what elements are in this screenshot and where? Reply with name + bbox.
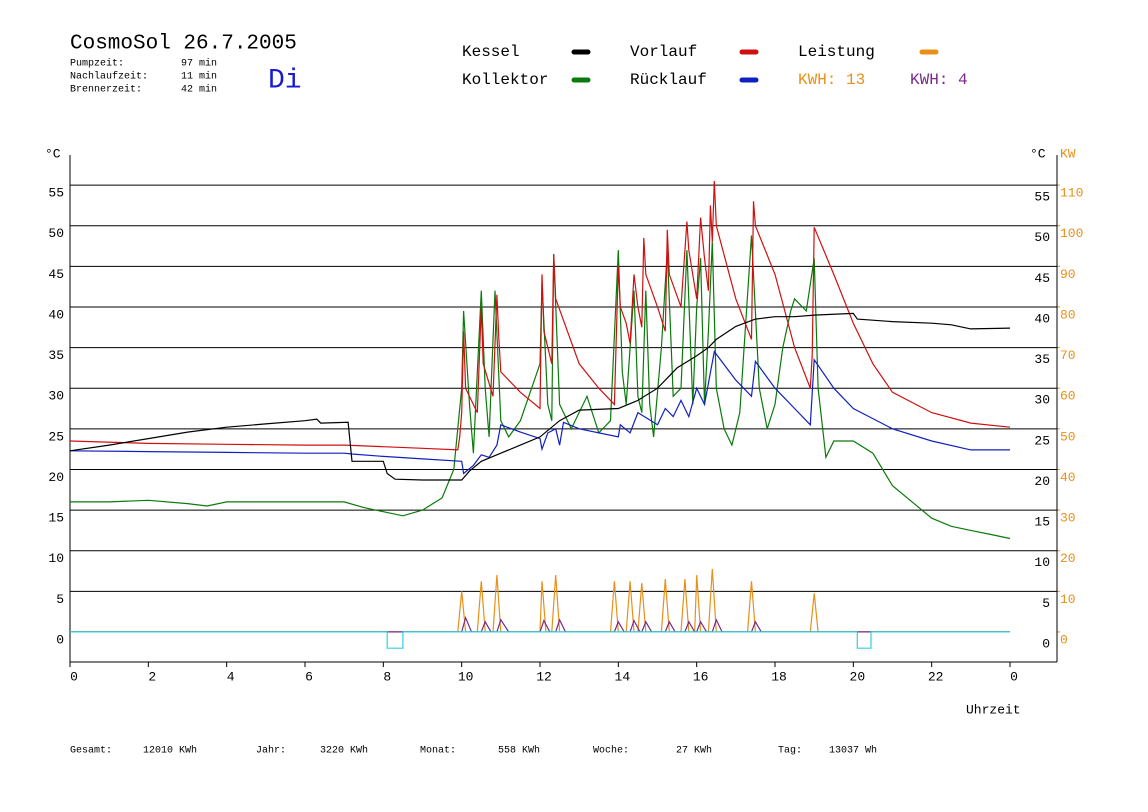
y-axis-label: °C (45, 146, 61, 161)
footer-value: 3220 KWh (320, 745, 368, 757)
stat-value: 42 min (181, 84, 217, 96)
footer-label: Gesamt: (70, 746, 112, 757)
y-tick-label: 25 (48, 429, 64, 444)
x-tick-label: 8 (383, 669, 391, 684)
y-tick-label: 15 (48, 511, 64, 526)
y2-tick-label: 30 (1060, 511, 1076, 526)
series-line (69, 180, 1011, 451)
annotation: KWH: 13 (798, 71, 865, 89)
y2-tick-label-celsius: 20 (1034, 474, 1050, 489)
y-tick-label: 40 (48, 307, 64, 322)
y2-tick-label: 20 (1060, 551, 1076, 566)
legend-label: Rücklauf (630, 71, 707, 89)
y-tick-label: 50 (48, 226, 64, 241)
x-tick-label: 0 (1010, 669, 1018, 684)
series-line (70, 235, 1011, 540)
y2-tick-label-celsius: 30 (1034, 393, 1050, 408)
y-tick-label: 55 (48, 186, 64, 201)
x-tick-label: 14 (615, 669, 631, 684)
legend-label: Leistung (798, 43, 875, 61)
y-tick-label: 35 (48, 348, 64, 363)
y2-tick-label-celsius: 50 (1034, 230, 1050, 245)
series-line (70, 568, 1010, 633)
y2-tick-label-celsius: 35 (1034, 352, 1050, 367)
footer-label: Woche: (593, 745, 629, 757)
x-tick-label: 2 (148, 669, 156, 684)
y2-tick-label: 60 (1060, 389, 1076, 404)
y2-tick-label-celsius: 5 (1042, 596, 1050, 611)
y-tick-label: 10 (48, 551, 64, 566)
footer-label: Tag: (778, 746, 802, 757)
y2-tick-label-celsius: 25 (1034, 433, 1050, 448)
annotation: KWH: 4 (910, 71, 968, 89)
y-tick-label: 30 (48, 389, 64, 404)
legend-label: Kollektor (462, 71, 548, 89)
y2-axis-label: KW (1060, 146, 1076, 161)
footer-label: Monat: (420, 746, 456, 757)
footer-value: 558 KWh (498, 745, 540, 757)
y2-tick-label: 50 (1060, 429, 1076, 444)
y2-tick-label: 40 (1060, 470, 1076, 485)
x-tick-label: 20 (850, 669, 866, 684)
stat-label: Brennerzeit: (70, 84, 142, 96)
legend-label: Kessel (462, 43, 520, 61)
stat-value: 11 min (181, 71, 217, 83)
x-tick-label: 6 (305, 669, 313, 684)
x-tick-label: 18 (771, 669, 787, 684)
y2-axis-label-celsius: °C (1030, 146, 1046, 161)
x-tick-label: 16 (693, 669, 709, 684)
y2-tick-label-celsius: 15 (1034, 515, 1050, 530)
stat-label: Nachlaufzeit: (70, 71, 148, 83)
y2-tick-label: 70 (1060, 348, 1076, 363)
series-line (69, 312, 1011, 481)
stat-label: Pumpzeit: (70, 58, 124, 70)
x-tick-label: 4 (227, 669, 235, 684)
y2-tick-label: 110 (1060, 186, 1083, 201)
x-tick-label: 22 (928, 669, 944, 684)
legend-label: Vorlauf (630, 43, 697, 61)
y2-tick-label-celsius: 55 (1034, 190, 1050, 205)
weekday: Di (268, 65, 302, 96)
series-line (69, 350, 1010, 475)
y2-tick-label: 10 (1060, 592, 1076, 607)
footer-value: 27 KWh (676, 745, 712, 757)
footer-value: 12010 KWh (143, 745, 197, 757)
y-tick-label: 20 (48, 470, 64, 485)
y-tick-label: 45 (48, 267, 64, 282)
x-tick-label: 0 (70, 669, 78, 684)
y2-tick-label-celsius: 10 (1034, 555, 1050, 570)
x-tick-label: 12 (536, 669, 552, 684)
chart-title: CosmoSol 26.7.2005 (70, 33, 297, 56)
x-axis-label: Uhrzeit (966, 702, 1021, 717)
y-tick-label: 5 (56, 592, 64, 607)
y2-tick-label: 100 (1060, 226, 1083, 241)
footer-label: Jahr: (256, 745, 286, 757)
y2-tick-label: 90 (1060, 267, 1076, 282)
footer-value: 13037 Wh (829, 745, 877, 757)
y2-tick-label-celsius: 0 (1042, 636, 1050, 651)
series-line (70, 631, 1010, 649)
stat-value: 97 min (181, 58, 217, 70)
y2-tick-label-celsius: 40 (1034, 311, 1050, 326)
y2-tick-label: 80 (1060, 307, 1076, 322)
y-tick-label: 0 (56, 632, 64, 647)
y2-tick-label-celsius: 45 (1034, 271, 1050, 286)
y2-tick-label: 0 (1060, 632, 1068, 647)
x-tick-label: 10 (458, 669, 474, 684)
